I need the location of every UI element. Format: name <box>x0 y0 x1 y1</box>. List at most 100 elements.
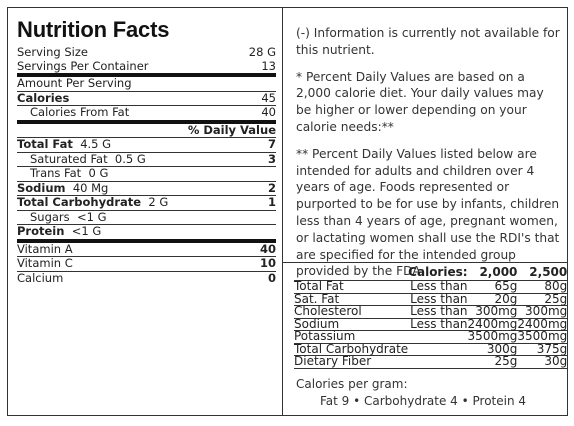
protein-amount: <1 G <box>71 224 102 238</box>
dv-cell-qualifier: Less than <box>408 304 468 319</box>
total-carbohydrate-dv: 1 <box>267 195 276 209</box>
saturated-fat-row: Saturated Fat 0.5 G 3 <box>17 151 276 167</box>
serving-size-value: 28 G <box>248 45 276 59</box>
dv-cell-2000: 300g <box>467 343 518 356</box>
rdi-note: ** Percent Daily Values listed below are… <box>296 146 560 279</box>
vitamin-c-value: 10 <box>259 256 276 270</box>
dv-cell-qualifier <box>408 330 468 344</box>
percent-daily-value-note: * Percent Daily Values are based on a 2,… <box>296 69 544 134</box>
dv-cell-2000: 65g <box>467 280 518 294</box>
table-row: Total Fat Less than 65g 80g <box>294 279 568 294</box>
dv-cell-2500: 375g <box>517 343 568 356</box>
nutrition-title: Nutrition Facts <box>17 17 170 42</box>
saturated-fat-label: Saturated Fat <box>30 151 108 166</box>
sodium-row: Sodium 40 Mg 2 <box>17 180 276 196</box>
dv-cell-qualifier: Less than <box>408 316 468 331</box>
calories-per-gram-label: Calories per gram: <box>296 377 408 391</box>
dv-cell-2000: 20g <box>467 293 518 306</box>
table-row: Potassium 3500mg 3500mg <box>294 329 568 344</box>
total-carbohydrate-label: Total Carbohydrate <box>17 195 142 209</box>
daily-values-table: Calories: 2,000 2,500 Total Fat Less tha… <box>294 265 568 369</box>
dv-cell-2000: 25g <box>467 355 518 369</box>
daily-value-header: % Daily Value <box>17 123 276 138</box>
vitamin-c-row: Vitamin C 10 <box>17 256 276 272</box>
vitamin-a-value: 40 <box>259 241 276 256</box>
table-row: Sat. Fat Less than 20g 25g <box>294 291 568 306</box>
total-carbohydrate-row: Total Carbohydrate 2 G 1 <box>17 195 276 211</box>
dv-cell-2500: 3500mg <box>517 329 568 344</box>
dv-cell-2500: 300mg <box>517 305 568 319</box>
calories-from-fat-value: 40 <box>261 105 276 119</box>
dv-cell-nutrient: Total Fat <box>294 280 409 294</box>
sugars-amount: <1 G <box>76 209 107 224</box>
calories-row: Calories 45 <box>17 90 276 106</box>
total-carbohydrate-amount: 2 G <box>148 195 169 209</box>
notes-separator <box>283 262 568 263</box>
saturated-fat-amount: 0.5 G <box>114 151 146 166</box>
dv-cell-2500: 25g <box>517 293 568 306</box>
dv-cell-nutrient: Cholesterol <box>294 305 409 319</box>
calories-from-fat-row: Calories From Fat 40 <box>17 105 276 124</box>
dv-cell-nutrient: Sat. Fat <box>294 293 409 306</box>
notes-column: (-) Information is currently not availab… <box>296 25 560 290</box>
dv-cell-2500: 80g <box>517 280 568 294</box>
dv-cell-nutrient: Potassium <box>294 330 409 344</box>
trans-fat-row: Trans Fat 0 G <box>17 166 276 182</box>
vitamin-a-row: Vitamin A 40 <box>17 241 276 257</box>
saturated-fat-dv: 3 <box>267 151 276 166</box>
calories-per-gram: Calories per gram: Fat 9 • Carbohydrate … <box>296 376 526 410</box>
sodium-amount: 40 Mg <box>72 180 109 195</box>
trans-fat-label: Trans Fat <box>30 166 82 180</box>
calories-label: Calories <box>17 90 70 105</box>
table-row: Sodium Less than 2400mg 2400mg <box>294 316 568 331</box>
servings-per-container-row: Servings Per Container 13 <box>17 58 276 77</box>
amount-per-serving-label: Amount Per Serving <box>17 76 132 90</box>
dv-cell-2500: 2400mg <box>517 316 568 331</box>
protein-label: Protein <box>17 224 65 238</box>
serving-size-label: Serving Size <box>17 45 88 59</box>
total-fat-dv: 7 <box>267 137 276 151</box>
dv-cell-nutrient: Dietary Fiber <box>294 355 409 369</box>
nutrition-facts-column: Nutrition Facts Serving Size 28 G Servin… <box>17 15 276 285</box>
dv-cell-nutrient: Sodium <box>294 318 409 331</box>
total-fat-amount: 4.5 G <box>80 137 112 151</box>
sugars-row: Sugars <1 G <box>17 209 276 225</box>
calories-from-fat-label: Calories From Fat <box>30 105 130 119</box>
vitamin-c-label: Vitamin C <box>17 256 73 270</box>
calcium-label: Calcium <box>17 270 64 285</box>
dv-cell-qualifier <box>408 343 468 356</box>
calcium-value: 0 <box>267 270 276 285</box>
dv-cell-2500: 30g <box>517 355 568 369</box>
dv-cell-qualifier: Less than <box>408 279 468 294</box>
amount-per-serving-row: Amount Per Serving <box>17 76 276 92</box>
sugars-label: Sugars <box>30 209 70 224</box>
dv-cell-qualifier: Less than <box>408 291 468 306</box>
calories-value: 45 <box>261 90 276 105</box>
dv-header-2000: 2,000 <box>479 265 518 279</box>
trans-fat-amount: 0 G <box>88 166 109 180</box>
table-row: Dietary Fiber 25g 30g <box>294 355 568 369</box>
dv-cell-2000: 2400mg <box>467 316 518 331</box>
table-row: Total Carbohydrate 300g 375g <box>294 341 568 356</box>
dv-header-calories: Calories: <box>408 265 468 279</box>
not-available-note: (-) Information is currently not availab… <box>296 26 560 57</box>
daily-values-header-row: Calories: 2,000 2,500 <box>294 265 568 281</box>
total-fat-label: Total Fat <box>17 137 73 151</box>
dv-cell-qualifier <box>408 355 468 369</box>
servings-per-container-value: 13 <box>261 58 276 73</box>
dv-cell-nutrient: Total Carbohydrate <box>294 341 409 356</box>
sodium-label: Sodium <box>17 180 66 195</box>
calcium-row: Calcium 0 <box>17 270 276 286</box>
dv-cell-2000: 3500mg <box>467 329 518 344</box>
calories-per-gram-values: Fat 9 • Carbohydrate 4 • Protein 4 <box>320 394 527 408</box>
dv-cell-2000: 300mg <box>467 305 518 319</box>
dv-header-2500: 2,500 <box>529 265 568 279</box>
table-row: Cholesterol Less than 300mg 300mg <box>294 304 568 319</box>
vitamin-a-label: Vitamin A <box>17 241 73 256</box>
serving-size-row: Serving Size 28 G <box>17 45 276 60</box>
protein-row: Protein <1 G <box>17 224 276 243</box>
nutrition-panel-frame <box>7 7 568 416</box>
total-fat-row: Total Fat 4.5 G 7 <box>17 137 276 153</box>
column-divider <box>282 7 283 416</box>
servings-per-container-label: Servings Per Container <box>17 58 149 73</box>
